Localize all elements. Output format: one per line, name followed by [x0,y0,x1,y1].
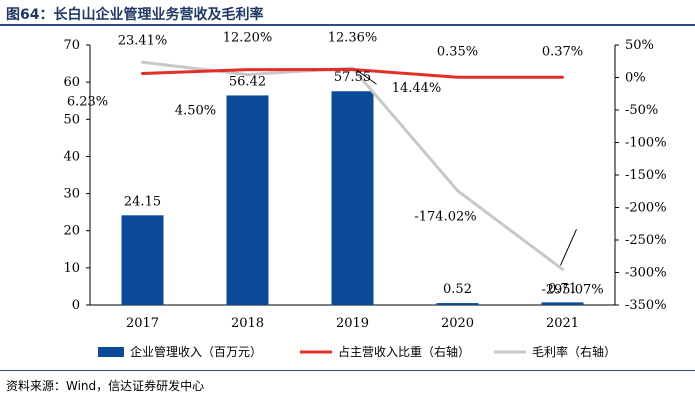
right-tick-label: -300% [625,266,667,281]
left-tick-label: 0 [72,298,80,313]
gross-margin-value-label: -174.02% [414,210,476,225]
chart-legend: 企业管理收入（百万元） 占主营收入比重（右轴） 毛利率（右轴） [98,344,616,359]
right-tick-label: -200% [625,201,667,216]
source-divider [0,370,695,371]
bar-value-label: 24.15 [124,194,161,209]
bar [121,215,164,305]
bar-value-label: 56.42 [229,74,266,89]
share-value-label: 0.35% [437,44,478,59]
share-value-label: 6.23% [67,94,108,109]
leader-line [356,69,377,85]
x-tick-label: 2020 [441,316,474,331]
legend-label: 毛利率（右轴） [532,344,616,359]
bar-series [121,91,584,305]
leader-line [560,229,577,266]
gross-margin-value-label: -295.07% [541,282,603,297]
legend-label: 企业管理收入（百万元） [130,344,262,359]
share-value-label: 0.37% [542,44,583,59]
bar-value-label: 0.71 [548,281,577,296]
x-tick-label: 2017 [126,316,159,331]
right-tick-label: -350% [625,298,667,313]
chart-axes: 0 10 20 30 40 50 60 70 -350% -300% -250% -200% -150%… [63,38,666,331]
right-tick-label: -150% [625,168,667,183]
legend-label: 占主营收入比重（右轴） [338,344,470,359]
share-line [141,67,564,79]
bar [226,95,269,305]
source-note: 资料来源：Wind，信达证券研发中心 [6,379,205,393]
gross-margin-value-label: 4.50% [175,104,216,119]
left-tick-label: 10 [63,261,80,276]
x-tick-label: 2021 [546,316,579,331]
bar [541,302,584,305]
x-tick-label: 2019 [336,316,369,331]
line-series [141,60,564,271]
data-labels: 24.15 56.42 57.55 0.52 0.71 6.23% 12.20% 12.36%… [67,30,604,297]
page-title: 图64：长白山企业管理业务营收及毛利率 [6,7,264,23]
share-value-label: 12.36% [328,30,378,45]
right-tick-label: -100% [625,136,667,151]
left-tick-label: 40 [63,149,80,164]
right-tick-label: -50% [625,103,658,118]
right-tick-label: 0% [625,71,646,86]
share-value-label: 12.20% [223,31,273,46]
gross-margin-value-label: 14.44% [392,81,442,96]
bar [331,91,374,305]
bar-value-label: 57.55 [334,70,371,85]
left-tick-label: 20 [63,224,80,239]
left-tick-label: 70 [63,38,80,53]
right-tick-label: 50% [625,38,654,53]
title-divider [0,24,695,26]
bar [436,303,479,305]
right-tick-label: -250% [625,233,667,248]
left-tick-label: 50 [63,112,80,127]
bar-value-label: 0.52 [443,282,472,297]
left-tick-label: 30 [63,187,80,202]
left-tick-label: 60 [63,75,80,90]
x-tick-label: 2018 [231,316,264,331]
gross-margin-value-label: 23.41% [118,33,168,48]
legend-swatch [98,347,124,357]
chart-svg: 0 10 20 30 40 50 60 70 -350% -300% -250% -200% -150%… [63,30,666,359]
